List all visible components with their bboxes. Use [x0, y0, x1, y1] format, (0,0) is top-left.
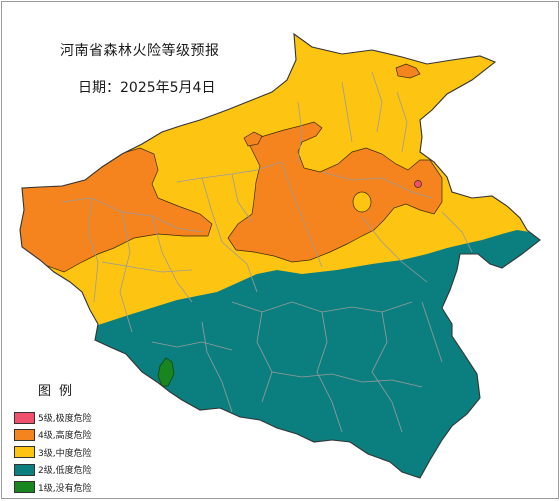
legend-label-level2: 2级,低度危险	[38, 466, 92, 477]
legend-label-level4: 4级,高度危险	[38, 431, 92, 442]
forecast-date: 日期：2025年5月4日	[78, 80, 216, 96]
legend-swatch-level3	[14, 446, 35, 459]
legend-swatch-level5	[14, 411, 35, 424]
legend-title: 图例	[38, 384, 81, 399]
legend-item-level2: 2级,低度危险	[14, 461, 144, 478]
province-border	[19, 32, 541, 479]
zone-level1-spot	[157, 357, 175, 387]
zone-level4-north-patch	[395, 63, 421, 79]
legend-label-level3: 3级,中度危险	[38, 448, 92, 459]
legend-label-level5: 5级,极度危险	[38, 414, 92, 424]
zone-level3-hole	[352, 191, 372, 213]
zone-level4-small-patch	[243, 131, 263, 147]
legend-swatch-level1	[14, 481, 35, 494]
legend-swatch-level2	[14, 463, 35, 476]
zone-level4-central	[227, 121, 443, 263]
county-boundaries	[61, 71, 473, 433]
legend-swatch-level4	[14, 428, 35, 441]
legend-item-level4: 4级,高度危险	[14, 426, 144, 443]
legend-label-level1: 1级,没有危险	[38, 483, 92, 494]
legend-item-level1: 1级,没有危险	[14, 479, 144, 496]
map-title: 河南省森林火险等级预报	[60, 43, 220, 59]
legend: 图例 5级,极度危险 4级,高度危险 3级,中度危险 2级,低度危险 1级,没有…	[14, 380, 144, 496]
legend-item-level3: 3级,中度危险	[14, 444, 144, 461]
legend-item-level5: 5级,极度危险	[14, 409, 144, 426]
zone-level5-spot	[414, 180, 422, 188]
